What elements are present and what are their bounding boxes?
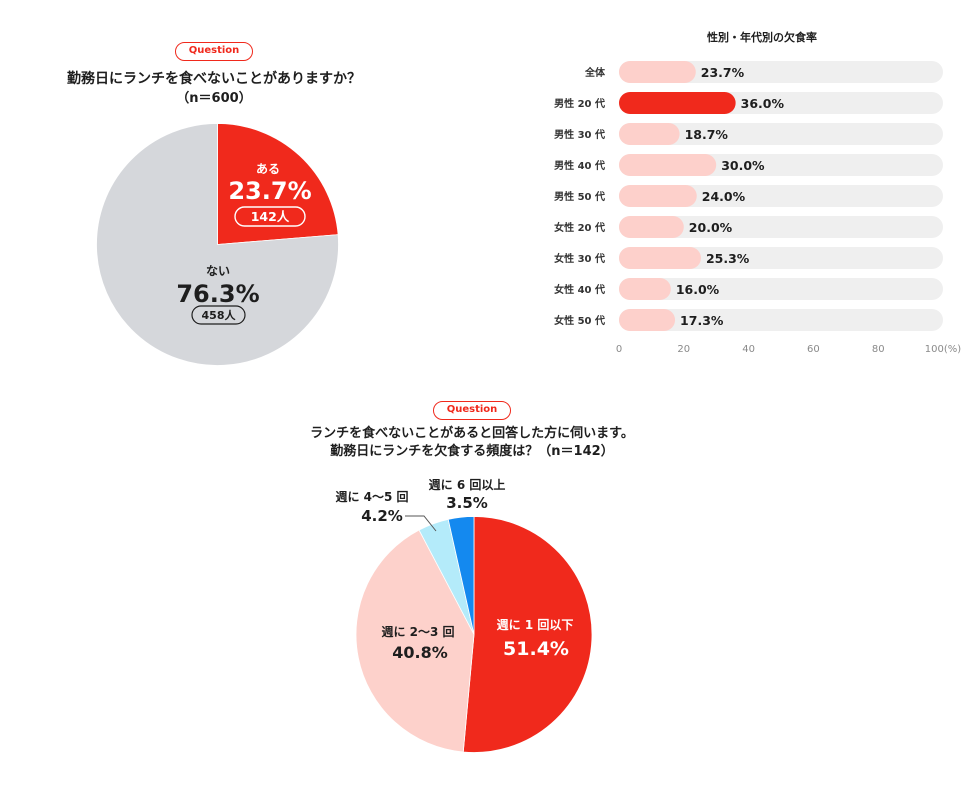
- bar-value-label: 30.0%: [721, 158, 765, 173]
- bottom-pie-slice-4: [447, 516, 475, 635]
- bar-value-label: 36.0%: [741, 96, 785, 111]
- top-pie-chart: [96, 123, 339, 366]
- bottom-pie-slice-1: [462, 516, 593, 753]
- bar-value-label: 18.7%: [685, 127, 729, 142]
- bar-marks: 全体 23.7% 男性 20 代 36.0% 男性 30 代 18.7% 男性 40 代 30…: [554, 61, 961, 355]
- top-question-badge: Question: [175, 42, 253, 61]
- bar-track: [619, 247, 943, 269]
- x-tick-label: 80: [872, 344, 885, 355]
- category-label: 女性 20 代: [554, 221, 605, 234]
- count-pill-no: [191, 305, 246, 325]
- slice-percent-2-3-times: 40.8%: [392, 643, 448, 662]
- bottom-pie-labels: 週に 1 回以下 51.4% 週に 2〜3 回 40.8% 週に 4〜5 回 4…: [335, 477, 573, 662]
- bottom-question-badge: Question: [433, 401, 511, 420]
- bar: [619, 92, 736, 114]
- bar-value-label: 16.0%: [676, 282, 720, 297]
- slice-label-6-or-more: 週に 6 回以上: [429, 477, 506, 492]
- top-question-title: 勤務日にランチを食べないことがありますか？: [67, 71, 361, 87]
- x-tick-label: 0: [616, 344, 622, 355]
- category-label: 男性 30 代: [554, 128, 605, 141]
- bar: [619, 278, 671, 300]
- bar-track: [619, 61, 943, 83]
- bar-chart: 性別・年代別の欠食率 全体 23.7% 男性 20 代 36.0% 男性 30 代 18.…: [554, 30, 961, 355]
- slice-percent-no: 76.3%: [176, 280, 259, 308]
- x-tick-label: 60: [807, 344, 820, 355]
- bar-chart-title: 性別・年代別の欠食率: [707, 30, 817, 44]
- leader-line: [405, 515, 437, 532]
- top-pie-slice-1: [217, 123, 339, 245]
- bar: [619, 247, 701, 269]
- bar-value-label: 23.7%: [701, 65, 745, 80]
- bar: [619, 123, 680, 145]
- x-tick-label: 100(%): [925, 344, 961, 355]
- bar: [619, 185, 697, 207]
- slice-label-yes: ある: [256, 162, 280, 176]
- top-pie-labels: ある 23.7% 142人 ない 76.3% 458人: [176, 162, 312, 325]
- bar: [619, 154, 717, 176]
- x-tick-label: 20: [677, 344, 690, 355]
- category-label: 男性 50 代: [554, 190, 605, 203]
- x-tick-label: 40: [742, 344, 755, 355]
- bottom-question-title-line2: 勤務日にランチを欠食する頻度は？（n＝142）: [330, 444, 614, 459]
- bar-track: [619, 216, 943, 238]
- bar-track: [619, 185, 943, 207]
- slice-count-yes: 142人: [251, 209, 290, 224]
- top-question-sample-size: （n＝600）: [176, 91, 252, 106]
- bar-track: [619, 278, 943, 300]
- count-pill-yes: [234, 206, 306, 227]
- bar: [619, 216, 684, 238]
- bar-value-label: 25.3%: [706, 251, 750, 266]
- bar-track: [619, 309, 943, 331]
- slice-label-no: ない: [206, 264, 230, 278]
- bottom-pie-chart: [355, 516, 593, 753]
- bottom-question-title-line1: ランチを食べないことがあると回答した方に伺います。: [310, 426, 634, 441]
- bar: [619, 309, 676, 331]
- top-pie-slice-2: [96, 123, 339, 366]
- category-label: 男性 20 代: [554, 97, 605, 110]
- category-label: 全体: [584, 66, 606, 79]
- slice-count-no: 458人: [202, 308, 237, 322]
- slice-percent-yes: 23.7%: [228, 177, 311, 205]
- slice-percent-4-5-times: 4.2%: [361, 507, 403, 525]
- bar-value-label: 24.0%: [702, 189, 746, 204]
- slice-label-once-or-less: 週に 1 回以下: [497, 617, 574, 632]
- slice-percent-6-or-more: 3.5%: [446, 494, 488, 512]
- category-label: 女性 30 代: [554, 252, 605, 265]
- slice-label-2-3-times: 週に 2〜3 回: [381, 624, 454, 639]
- slice-percent-once-or-less: 51.4%: [503, 638, 569, 660]
- slice-label-4-5-times: 週に 4〜5 回: [335, 489, 408, 504]
- bar: [619, 61, 696, 83]
- bottom-pie-slice-2: [355, 529, 475, 753]
- bar-track: [619, 123, 943, 145]
- category-label: 男性 40 代: [554, 159, 605, 172]
- bar-value-label: 20.0%: [689, 220, 733, 235]
- bar-value-label: 17.3%: [680, 313, 724, 328]
- category-label: 女性 40 代: [554, 283, 605, 296]
- category-label: 女性 50 代: [554, 314, 605, 327]
